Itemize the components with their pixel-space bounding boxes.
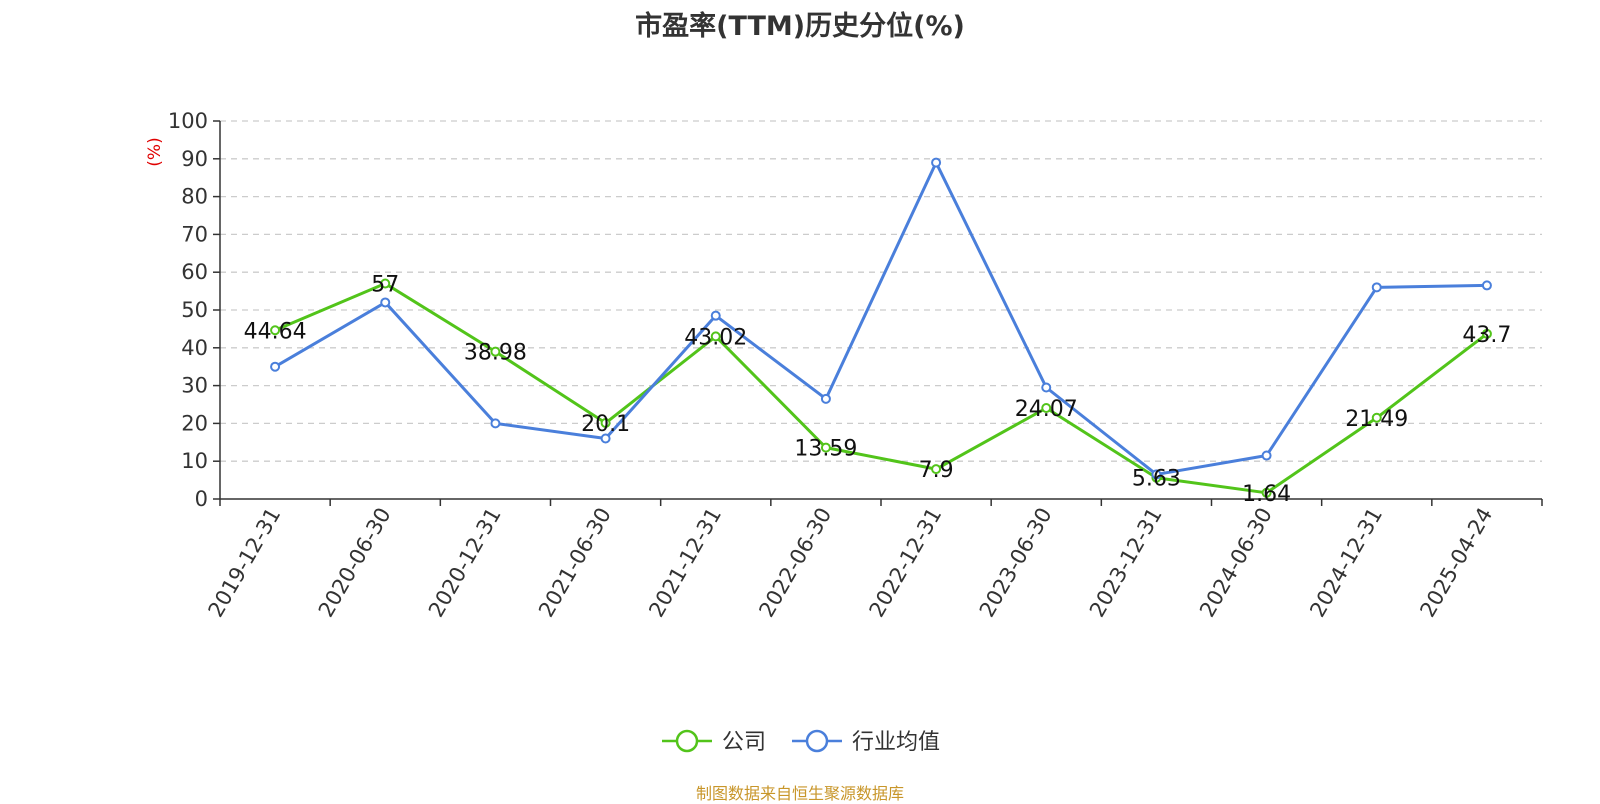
x-tick-label: 2025-04-24	[1415, 504, 1497, 622]
y-tick-label: 100	[168, 109, 208, 133]
x-tick-label: 2022-06-30	[754, 504, 836, 622]
data-source-note: 制图数据来自恒生聚源数据库	[695, 784, 904, 803]
y-tick-label: 50	[181, 298, 208, 322]
x-tick-label: 2024-06-30	[1195, 504, 1277, 622]
data-label: 5.63	[1132, 467, 1181, 492]
data-label: 38.98	[464, 341, 527, 366]
data-point[interactable]	[1261, 487, 1272, 498]
y-tick-label: 20	[181, 411, 208, 435]
data-point[interactable]	[270, 361, 281, 372]
x-tick-label: 2020-12-31	[424, 503, 506, 621]
data-point[interactable]	[710, 331, 721, 342]
legend-marker-company	[675, 729, 699, 753]
data-point[interactable]	[380, 278, 391, 289]
y-tick-label: 40	[181, 336, 208, 360]
legend-item-industry-average[interactable]: 行业均值	[792, 729, 940, 755]
data-label: 21.49	[1345, 407, 1408, 432]
data-label: 13.59	[794, 437, 857, 462]
data-point[interactable]	[1041, 403, 1052, 414]
legend-item-company[interactable]: 公司	[662, 729, 766, 755]
data-point[interactable]	[270, 325, 281, 336]
axes	[213, 120, 1543, 506]
y-tick-label: 70	[181, 222, 208, 246]
series-points	[270, 157, 1492, 498]
legend-marker-industry-average	[805, 729, 829, 753]
data-label: 57	[371, 273, 399, 298]
y-tick-label: 60	[181, 260, 208, 284]
series-lines	[274, 161, 1488, 495]
data-label: 7.9	[919, 458, 954, 483]
series-line	[274, 161, 1487, 476]
data-point[interactable]	[1151, 469, 1162, 480]
data-point[interactable]	[1371, 412, 1382, 423]
data-point[interactable]	[931, 157, 942, 168]
x-tick-label: 2020-06-30	[314, 504, 396, 622]
data-point[interactable]	[1481, 328, 1492, 339]
chart-title: 市盈率(TTM)历史分位(%)	[635, 11, 965, 42]
data-point[interactable]	[490, 418, 501, 429]
legend: 公司 行业均值	[662, 729, 940, 755]
data-label: 20.1	[581, 412, 630, 437]
grid-lines	[220, 120, 1542, 462]
y-axis-label: (%)	[145, 137, 165, 166]
data-label: 24.07	[1015, 397, 1078, 422]
data-point[interactable]	[820, 442, 831, 453]
y-tick-label: 80	[181, 185, 208, 209]
data-point[interactable]	[600, 433, 611, 444]
data-point[interactable]	[710, 310, 721, 321]
x-tick-label: 2021-12-31	[644, 504, 726, 622]
x-tick-label: 2019-12-31	[204, 504, 286, 622]
legend-label-industry-average: 行业均值	[852, 730, 940, 755]
data-point[interactable]	[380, 297, 391, 308]
y-tick-label: 10	[181, 449, 208, 473]
data-point[interactable]	[600, 418, 611, 429]
y-tick-label: 0	[195, 487, 208, 511]
data-label: 43.7	[1462, 323, 1511, 348]
y-tick-labels: 0 10 20 30 40 50 60 70 80 90 100	[168, 109, 208, 511]
x-tick-label: 2022-12-31	[865, 503, 947, 621]
y-tick-label: 90	[181, 147, 208, 171]
data-point[interactable]	[490, 346, 501, 357]
x-tick-label: 2023-06-30	[975, 504, 1057, 622]
y-tick-label: 30	[181, 374, 208, 398]
data-label: 1.64	[1242, 482, 1291, 507]
data-point[interactable]	[820, 393, 831, 404]
data-labels: 44.64 57 38.98 20.1 43.02 13.59 7.9 24.07 5.63 1.…	[244, 273, 1512, 507]
data-point[interactable]	[1371, 282, 1382, 293]
x-tick-label: 2021-06-30	[534, 504, 616, 622]
legend-label-company: 公司	[722, 730, 766, 755]
x-tick-label: 2024-12-31	[1305, 504, 1387, 622]
series-line	[274, 282, 1488, 495]
data-label: 44.64	[244, 319, 307, 344]
data-point[interactable]	[931, 464, 942, 475]
data-point[interactable]	[1481, 280, 1492, 291]
x-tick-labels: 2019-12-31 2020-06-30 2020-12-31 2021-06-30…	[204, 503, 1498, 621]
x-tick-label: 2023-12-31	[1085, 504, 1167, 622]
data-point[interactable]	[1041, 382, 1052, 393]
data-label: 43.02	[684, 325, 747, 350]
data-point[interactable]	[1261, 450, 1272, 461]
